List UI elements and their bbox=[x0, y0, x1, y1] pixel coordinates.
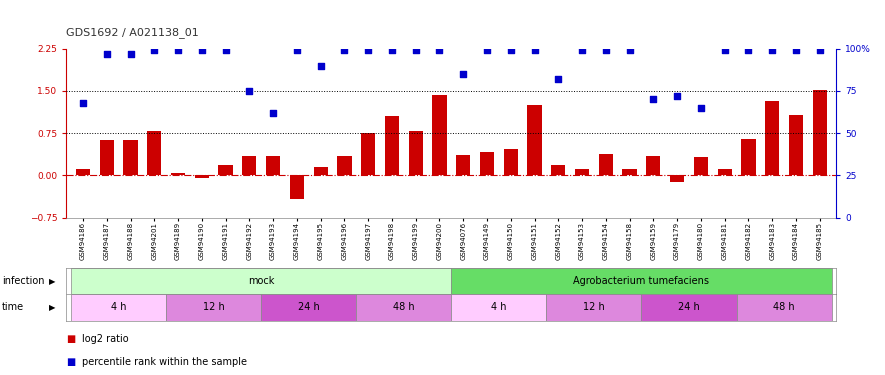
Point bbox=[480, 48, 494, 54]
Bar bbox=[480, 152, 494, 176]
Text: mock: mock bbox=[248, 276, 274, 286]
Bar bbox=[765, 101, 780, 176]
Text: 12 h: 12 h bbox=[583, 303, 604, 312]
Point bbox=[219, 48, 233, 54]
Text: GDS1692 / A021138_01: GDS1692 / A021138_01 bbox=[66, 27, 199, 38]
Bar bbox=[451, 294, 546, 321]
Bar bbox=[694, 158, 708, 176]
Text: ▶: ▶ bbox=[49, 277, 55, 286]
Point bbox=[171, 48, 185, 54]
Text: Agrobacterium tumefaciens: Agrobacterium tumefaciens bbox=[573, 276, 710, 286]
Text: ■: ■ bbox=[66, 334, 75, 344]
Point bbox=[646, 96, 660, 102]
Point bbox=[361, 48, 375, 54]
Bar bbox=[736, 294, 832, 321]
Text: percentile rank within the sample: percentile rank within the sample bbox=[82, 357, 247, 367]
Point bbox=[599, 48, 613, 54]
Bar bbox=[266, 156, 281, 176]
Text: ▶: ▶ bbox=[49, 303, 55, 312]
Point bbox=[100, 51, 114, 57]
Bar bbox=[598, 154, 613, 176]
Point bbox=[670, 93, 684, 99]
Text: 48 h: 48 h bbox=[773, 303, 795, 312]
Point bbox=[242, 88, 257, 94]
Text: 4 h: 4 h bbox=[111, 303, 127, 312]
Text: 48 h: 48 h bbox=[393, 303, 415, 312]
Bar bbox=[166, 294, 261, 321]
Bar bbox=[71, 268, 451, 294]
Point bbox=[147, 48, 161, 54]
Text: 12 h: 12 h bbox=[203, 303, 225, 312]
Point bbox=[76, 100, 90, 106]
Point bbox=[575, 48, 589, 54]
Bar bbox=[171, 172, 185, 176]
Point bbox=[313, 63, 327, 69]
Point bbox=[789, 48, 803, 54]
Bar bbox=[642, 294, 736, 321]
Point bbox=[694, 105, 708, 111]
Bar bbox=[242, 156, 257, 176]
Text: time: time bbox=[2, 303, 24, 312]
Text: infection: infection bbox=[2, 276, 44, 286]
Bar bbox=[742, 139, 756, 176]
Bar bbox=[433, 96, 447, 176]
Bar bbox=[527, 105, 542, 176]
Bar bbox=[546, 294, 642, 321]
Point bbox=[527, 48, 542, 54]
Point bbox=[385, 48, 399, 54]
Text: 24 h: 24 h bbox=[298, 303, 319, 312]
Bar bbox=[147, 132, 161, 176]
Text: 4 h: 4 h bbox=[491, 303, 506, 312]
Point bbox=[337, 48, 351, 54]
Bar bbox=[551, 165, 566, 176]
Point bbox=[812, 48, 827, 54]
Point bbox=[123, 51, 138, 57]
Bar bbox=[812, 90, 827, 176]
Bar bbox=[504, 149, 518, 176]
Bar bbox=[789, 115, 803, 176]
Bar bbox=[385, 116, 399, 176]
Bar bbox=[670, 176, 684, 182]
Bar bbox=[451, 268, 832, 294]
Bar bbox=[123, 141, 138, 176]
Point bbox=[433, 48, 447, 54]
Bar bbox=[261, 294, 357, 321]
Bar bbox=[361, 133, 375, 176]
Bar bbox=[76, 169, 90, 176]
Text: ■: ■ bbox=[66, 357, 75, 367]
Bar bbox=[289, 176, 304, 199]
Bar bbox=[100, 141, 114, 176]
Bar bbox=[313, 167, 327, 176]
Bar bbox=[337, 156, 351, 176]
Point bbox=[551, 76, 566, 82]
Bar bbox=[622, 169, 636, 176]
Point bbox=[409, 48, 423, 54]
Bar bbox=[409, 132, 423, 176]
Bar bbox=[575, 169, 589, 176]
Bar bbox=[357, 294, 451, 321]
Point bbox=[266, 110, 281, 116]
Bar bbox=[718, 169, 732, 176]
Point bbox=[765, 48, 780, 54]
Point bbox=[622, 48, 636, 54]
Bar bbox=[646, 156, 660, 176]
Bar bbox=[71, 294, 166, 321]
Point bbox=[504, 48, 518, 54]
Point bbox=[195, 48, 209, 54]
Point bbox=[742, 48, 756, 54]
Text: 24 h: 24 h bbox=[678, 303, 700, 312]
Bar bbox=[195, 176, 209, 178]
Point bbox=[718, 48, 732, 54]
Point bbox=[456, 71, 470, 77]
Bar bbox=[219, 165, 233, 176]
Bar bbox=[456, 154, 470, 176]
Text: log2 ratio: log2 ratio bbox=[82, 334, 129, 344]
Point bbox=[289, 48, 304, 54]
